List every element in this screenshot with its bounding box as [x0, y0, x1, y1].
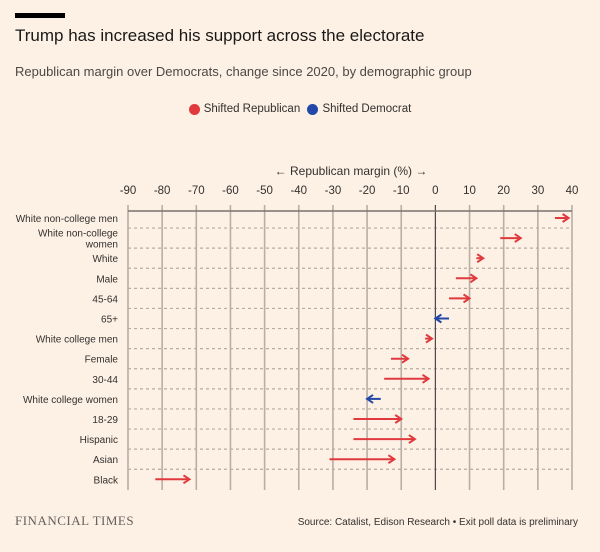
- row-label: Female: [85, 355, 119, 366]
- arrow-head: [462, 293, 472, 304]
- x-tick-label: 30: [531, 185, 544, 197]
- blue-dot-icon: [307, 103, 319, 115]
- row-label: White college men: [36, 335, 118, 346]
- legend-item-democrat: Shifted Democrat: [307, 103, 411, 115]
- arrow-head: [421, 373, 431, 384]
- row-label: 18-29: [92, 415, 118, 426]
- red-dot-icon: [188, 103, 200, 115]
- source-note: Source: Catalist, Edison Research • Exit…: [297, 517, 578, 528]
- row-label: 45-64: [92, 294, 118, 305]
- row-label: Male: [96, 274, 118, 285]
- arrow-head: [182, 474, 192, 485]
- x-tick-label: -70: [188, 185, 205, 197]
- row-label: White college women: [23, 395, 118, 406]
- x-tick-label: -80: [154, 185, 171, 197]
- row-label: Asian: [93, 455, 118, 466]
- arrow-head: [425, 333, 434, 344]
- arrow-head: [394, 414, 404, 424]
- arrow-head: [408, 434, 417, 444]
- legend: Shifted Republican Shifted Democrat: [0, 103, 600, 118]
- x-tick-label: -30: [325, 185, 342, 197]
- arrow-head: [514, 233, 523, 243]
- chart-title: Trump has increased his support across t…: [15, 26, 425, 45]
- x-tick-label: -40: [290, 185, 307, 197]
- legend-label: Shifted Democrat: [322, 103, 412, 115]
- x-tick-label: -50: [256, 185, 273, 197]
- arrow-head: [365, 394, 374, 404]
- arrow-head: [401, 353, 410, 364]
- x-tick-label: -60: [222, 185, 239, 197]
- arrow-head: [387, 454, 397, 465]
- row-label: Black: [94, 475, 119, 486]
- row-label: Hispanic: [80, 435, 118, 446]
- x-tick-label: -90: [120, 185, 137, 197]
- row-label: White: [92, 254, 118, 265]
- x-tick-label: 40: [566, 185, 579, 197]
- legend-label: Shifted Republican: [203, 103, 301, 115]
- row-label: White non-college men: [16, 214, 118, 225]
- chart-subtitle: Republican margin over Democrats, change…: [15, 64, 472, 79]
- x-tick-label: 0: [432, 185, 438, 197]
- ft-top-bar: [15, 13, 65, 18]
- row-label: White non-college: [38, 229, 118, 240]
- legend-item-republican: Shifted Republican: [188, 103, 301, 115]
- arrow-head: [433, 313, 442, 324]
- arrow-head: [476, 253, 486, 264]
- x-tick-label: 20: [497, 185, 510, 197]
- arrow-head: [469, 273, 479, 284]
- row-label: 65+: [101, 315, 118, 326]
- arrow-head: [562, 213, 571, 223]
- x-tick-label: -20: [359, 185, 376, 197]
- x-tick-label: 10: [463, 185, 476, 197]
- x-axis-label: ← Republican margin (%) →: [275, 164, 428, 178]
- row-label: women: [85, 240, 118, 251]
- row-label: 30-44: [92, 375, 118, 386]
- ft-logo: FINANCIAL TIMES: [15, 513, 135, 528]
- x-tick-label: -10: [393, 185, 410, 197]
